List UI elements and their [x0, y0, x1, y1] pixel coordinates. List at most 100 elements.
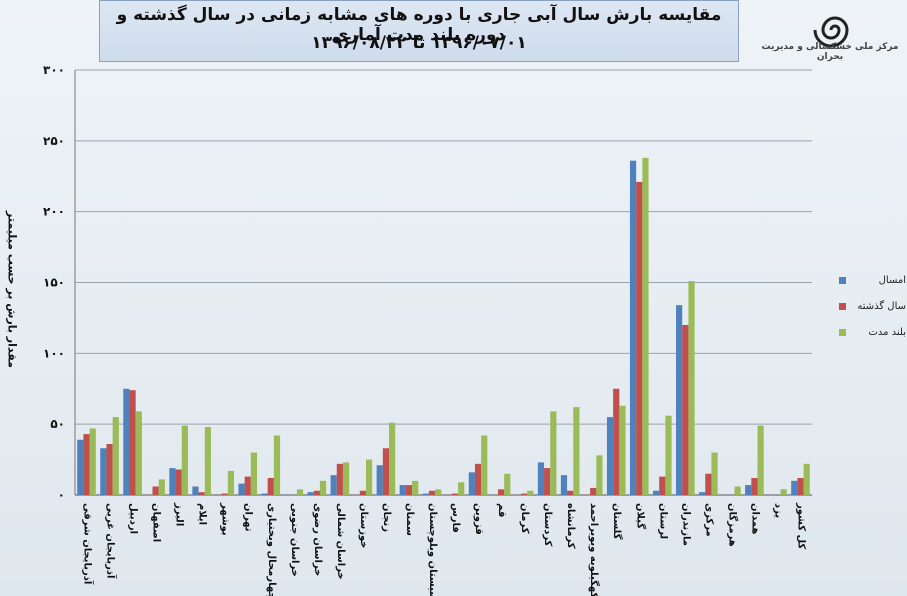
bar-current-year [399, 485, 406, 495]
bar-last-year [705, 473, 712, 495]
x-tick-label: سمنان [404, 503, 415, 536]
bar-long-term [527, 490, 534, 495]
bar-last-year [497, 489, 505, 495]
x-tick-label: قزوین [473, 503, 484, 535]
bar-last-year [382, 448, 390, 495]
bar-last-year [221, 493, 228, 495]
x-tick-label: البرز [174, 502, 185, 526]
bar-last-year [751, 478, 758, 495]
x-tick-label: آذربایجان شرقی [82, 503, 95, 585]
x-tick-label: کرمانشاه [565, 503, 576, 549]
legend-swatch-last-year [839, 303, 846, 310]
chart-title-box: مقایسه بارش سال آبی جاری با دوره های مشا… [99, 0, 739, 62]
bar-last-year [83, 434, 90, 495]
y-tick-label: ۲۵۰ [43, 134, 65, 148]
bar-long-term [688, 281, 695, 495]
bar-long-term [112, 417, 119, 495]
bar-last-year [474, 463, 482, 495]
bar-last-year [336, 463, 343, 495]
bar-last-year [313, 490, 320, 495]
bar-long-term [250, 452, 258, 495]
bar-current-year [652, 490, 660, 495]
bar-last-year [659, 476, 666, 495]
legend-item-long-term: بلند مدت [838, 327, 906, 353]
x-tick-label: یزد [772, 503, 783, 518]
bar-long-term [803, 463, 810, 495]
legend-item-current-year: امسال [838, 275, 906, 301]
x-tick-label: اصفهان [151, 503, 162, 542]
legend-label-current-year: امسال [878, 275, 906, 286]
x-tick-label: گلستان [611, 503, 624, 540]
chart-subtitle-date-range: ۱۳۹۶/۰۷/۰۱ تا ۱۳۹۶/۰۸/۲۲ [311, 33, 527, 53]
x-tick-label: کهگیلویه وبویراحمد [588, 503, 601, 596]
bar-last-year [129, 390, 136, 495]
bar-last-year [175, 469, 182, 495]
x-tick-label: کرمان [519, 503, 530, 534]
bar-long-term [412, 480, 419, 495]
y-tick-label: ۱۵۰ [43, 276, 65, 290]
bar-last-year [567, 490, 574, 495]
y-tick-label: ۵۰ [50, 417, 65, 431]
legend-label-long-term: بلند مدت [868, 327, 906, 338]
bar-current-year [330, 475, 337, 495]
bar-current-year [606, 417, 614, 495]
bar-long-term [158, 479, 165, 495]
bar-last-year [428, 490, 436, 495]
bar-long-term [89, 428, 96, 495]
x-tick-label: مرکزی [703, 503, 714, 537]
x-tick-label: ایلام [197, 503, 208, 525]
x-tick-label: زنجان [381, 503, 392, 532]
logo-caption: مرکز ملی خشکسالی و مدیریت بحران [761, 42, 899, 62]
x-tick-label: لرستان [657, 503, 668, 539]
bar-last-year [797, 478, 804, 495]
bar-long-term [342, 462, 350, 495]
bar-current-year [307, 492, 314, 495]
bar-last-year [544, 468, 551, 495]
bar-current-year [468, 472, 475, 495]
bar-last-year [682, 325, 689, 495]
x-tick-label: سیستان وبلوچستان [427, 503, 438, 596]
x-tick-label: کل کشور [795, 502, 806, 549]
drought-center-spiral-logo-icon [813, 16, 849, 48]
legend: امسال سال گذشته بلند مدت [838, 275, 906, 353]
bar-last-year [152, 486, 159, 495]
bar-current-year [699, 492, 706, 495]
y-tick-label: ۲۰۰ [43, 205, 65, 219]
bar-long-term [365, 459, 373, 495]
bar-long-term [734, 486, 741, 495]
legend-swatch-current-year [839, 277, 846, 284]
x-tick-label: خراسان رضوی [312, 503, 323, 576]
bar-last-year [267, 478, 274, 495]
bar-long-term [481, 435, 488, 495]
bar-last-year [198, 492, 205, 495]
x-tick-label: خوزستان [358, 503, 369, 548]
bar-last-year [521, 493, 528, 495]
bar-current-year [560, 475, 568, 495]
bar-long-term [135, 411, 142, 495]
bar-long-term [458, 482, 465, 495]
bar-long-term [550, 411, 557, 495]
legend-label-last-year: سال گذشته [857, 301, 906, 312]
bar-long-term [389, 422, 396, 495]
bar-last-year [244, 476, 251, 495]
bar-last-year [405, 485, 413, 495]
bar-long-term [596, 455, 603, 495]
x-tick-label: آذربایجان غربی [105, 503, 118, 579]
bar-last-year [613, 388, 620, 495]
y-tick-label: ۳۰۰ [43, 63, 65, 77]
x-tick-label: خراسان شمالی [335, 503, 346, 580]
bar-current-year [537, 462, 545, 495]
bar-long-term [504, 473, 511, 495]
bar-current-year [745, 485, 752, 495]
bar-long-term [204, 427, 211, 495]
bar-current-year [629, 160, 637, 495]
bar-current-year [192, 486, 199, 495]
x-tick-label: همدان [749, 503, 760, 534]
bar-current-year [100, 448, 107, 495]
x-tick-label: خراسان جنوبی [289, 503, 300, 577]
bar-current-year [791, 480, 798, 495]
y-tick-label: ۰ [58, 488, 65, 502]
bar-last-year [359, 490, 366, 495]
